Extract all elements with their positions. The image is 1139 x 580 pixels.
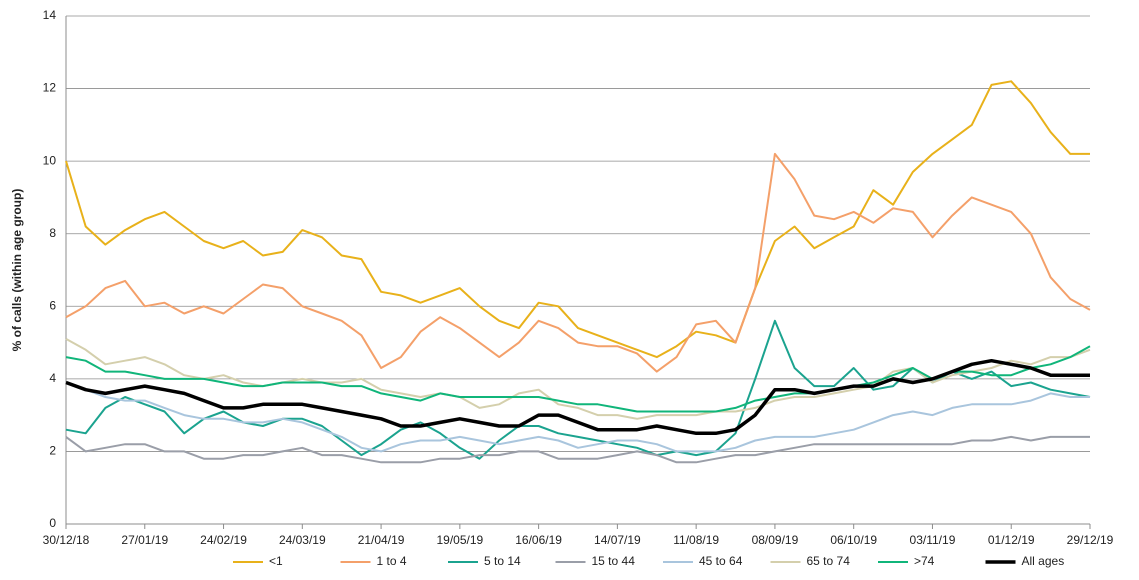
y-tick-label: 8	[49, 226, 56, 240]
legend-label: 45 to 64	[699, 554, 743, 568]
legend-label: All ages	[1022, 554, 1065, 568]
x-tick-label: 27/01/19	[121, 533, 168, 547]
x-tick-label: 16/06/19	[515, 533, 562, 547]
legend-label: 65 to 74	[807, 554, 851, 568]
x-tick-label: 06/10/19	[830, 533, 877, 547]
y-tick-label: 14	[43, 8, 57, 22]
x-tick-label: 21/04/19	[358, 533, 405, 547]
y-tick-label: 4	[49, 371, 56, 385]
series-line	[65, 358, 1090, 436]
x-tick-label: 08/09/19	[752, 533, 799, 547]
x-tick-label: 24/02/19	[200, 533, 247, 547]
series-line	[65, 338, 1091, 420]
x-tick-label: 11/08/19	[673, 533, 719, 547]
y-tick-label: 0	[49, 516, 56, 530]
x-tick-label: 29/12/19	[1067, 533, 1114, 547]
y-tick-label: 2	[49, 444, 56, 458]
x-tick-label: 19/05/19	[436, 533, 483, 547]
series-line	[65, 381, 1090, 453]
series-line	[65, 345, 1091, 413]
y-tick-label: 6	[49, 298, 56, 312]
y-tick-label: 12	[43, 81, 57, 95]
series-line	[65, 435, 1090, 464]
y-tick-label: 10	[43, 153, 57, 167]
x-tick-label: 24/03/19	[279, 533, 326, 547]
legend-label: 15 to 44	[592, 554, 636, 568]
x-tick-label: 30/12/18	[43, 533, 90, 547]
series-line	[65, 152, 1091, 373]
series-line	[65, 80, 1090, 359]
legend-label: >74	[914, 554, 935, 568]
legend-label: 5 to 14	[484, 554, 521, 568]
x-tick-label: 01/12/19	[988, 533, 1035, 547]
y-axis-title: % of calls (within age group)	[10, 189, 24, 352]
legend-label: 1 to 4	[377, 554, 407, 568]
x-tick-label: 14/07/19	[594, 533, 641, 547]
x-tick-label: 03/11/19	[910, 533, 956, 547]
legend-label: <1	[269, 554, 283, 568]
